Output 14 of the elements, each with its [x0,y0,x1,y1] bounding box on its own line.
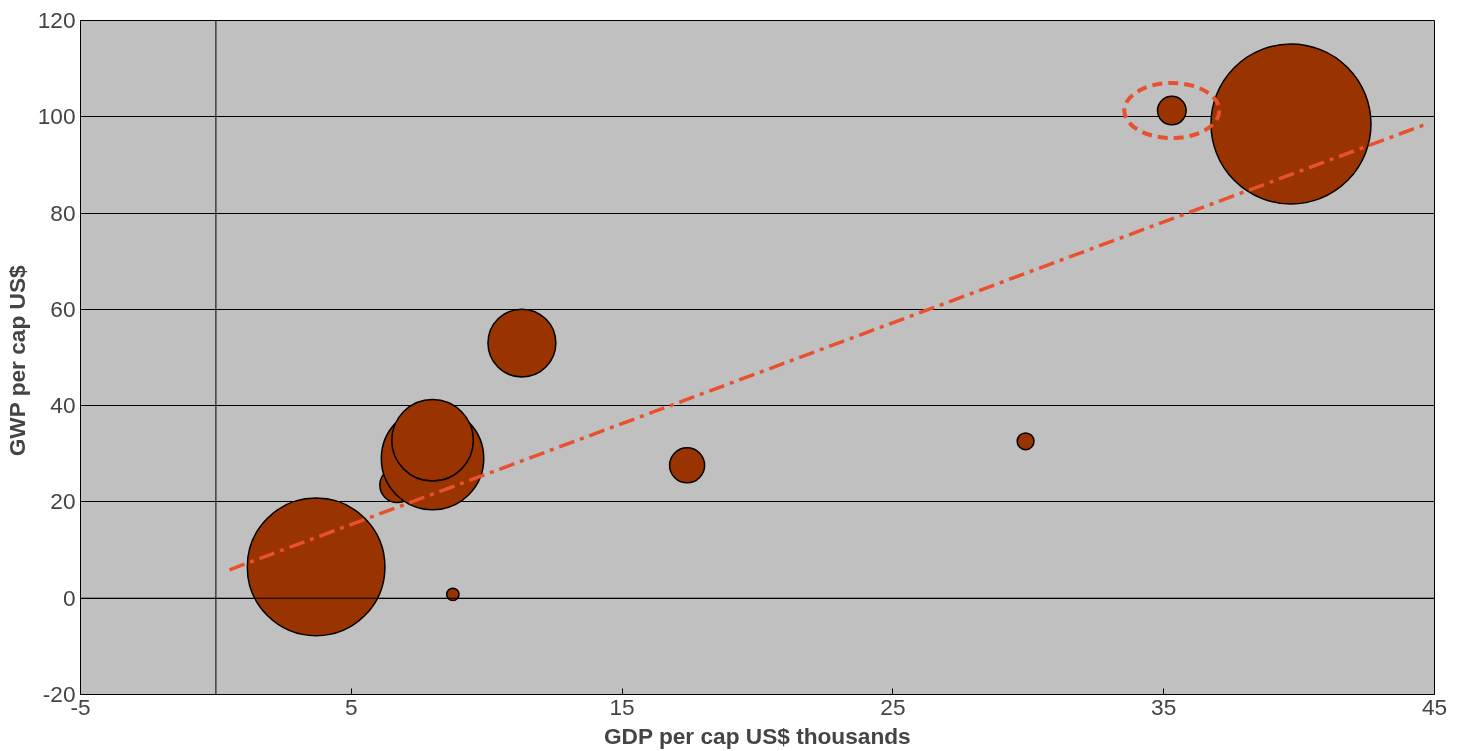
x-tick-label: 5 [345,693,358,720]
y-tick-label: 40 [50,392,76,419]
x-tick-label: 25 [880,693,906,720]
y-tick-label: 100 [37,103,76,130]
y-tick-label: 20 [50,488,76,515]
y-tick-label: 60 [50,295,76,322]
y-axis-title: GWP per cap US$ [3,264,30,457]
y-tick-label: 80 [50,199,76,226]
x-tick-label: 15 [609,693,635,720]
y-tick-label: 0 [62,584,76,611]
x-tick-label: 45 [1421,693,1448,720]
y-tick-label: 120 [37,7,76,33]
x-tick-label: 35 [1151,693,1177,720]
x-axis-title: GDP per cap US$ thousands [603,722,911,749]
